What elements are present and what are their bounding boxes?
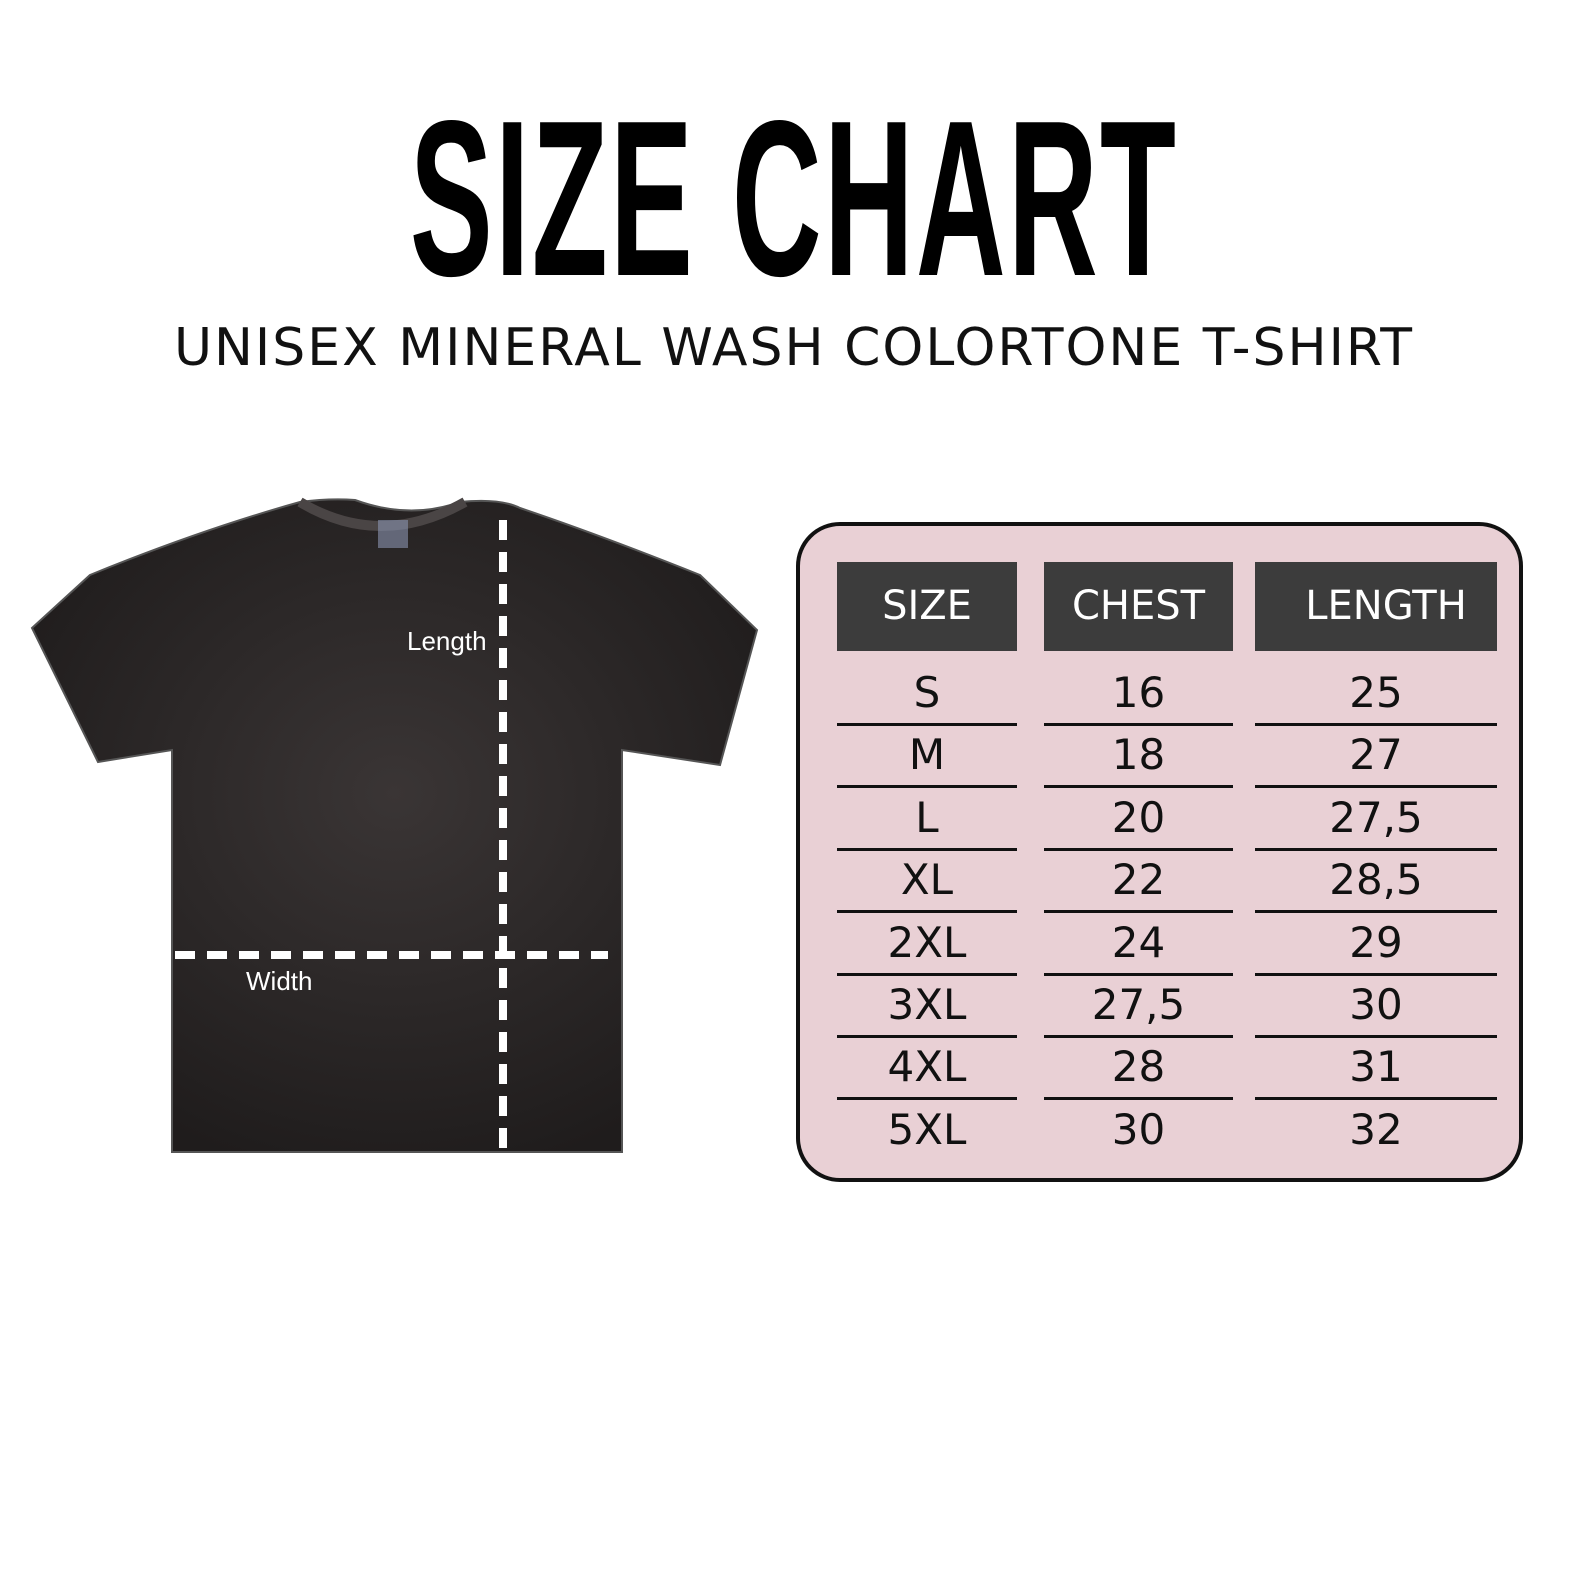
cell-length: 28,5	[1329, 855, 1423, 905]
cell-length: 25	[1349, 668, 1403, 717]
cell-size: 4XL	[887, 1042, 967, 1092]
length-label: Length	[407, 626, 487, 656]
row-divider	[1255, 910, 1497, 914]
cell-size: 3XL	[887, 980, 967, 1029]
row-divider	[1255, 1097, 1497, 1101]
cell-chest: 16	[1111, 668, 1166, 717]
row-divider	[1255, 785, 1497, 789]
cell-chest: 22	[1111, 855, 1166, 905]
cell-chest: 24	[1111, 917, 1166, 967]
header-length: LENGTH	[1255, 562, 1497, 651]
row-divider	[837, 1097, 1017, 1101]
cell-length: 29	[1349, 917, 1403, 967]
row-divider	[1044, 1035, 1233, 1038]
cell-size: XL	[900, 855, 954, 905]
row-divider	[1044, 972, 1233, 976]
width-label: Width	[246, 966, 313, 996]
row-divider	[1044, 847, 1233, 851]
row-divider	[837, 785, 1017, 789]
page-subtitle: UNISEX MINERAL WASH COLORTONE T-SHIRT	[173, 318, 1415, 378]
row-divider	[1255, 1035, 1497, 1038]
row-divider	[1044, 910, 1233, 914]
page-title: SIZE CHART	[409, 75, 1179, 323]
tshirt-image	[30, 497, 759, 1153]
cell-size: 2XL	[887, 917, 967, 967]
cell-chest: 28	[1111, 1042, 1166, 1092]
tshirt-body	[30, 498, 759, 1153]
row-divider	[837, 723, 1017, 726]
cell-size: M	[908, 730, 946, 780]
cell-length: 31	[1349, 1042, 1403, 1092]
cell-size: L	[915, 792, 939, 842]
cell-length: 27	[1349, 730, 1403, 780]
row-divider	[1044, 723, 1233, 726]
cell-chest: 27,5	[1091, 980, 1186, 1029]
cell-size: 5XL	[887, 1104, 967, 1154]
row-divider	[837, 1035, 1017, 1038]
cell-chest: 20	[1111, 792, 1166, 842]
row-divider	[1255, 847, 1497, 851]
cell-size: S	[913, 668, 941, 717]
row-divider	[1044, 785, 1233, 789]
header-chest: CHEST	[1044, 562, 1233, 651]
cell-length: 30	[1349, 980, 1403, 1029]
header-size: SIZE	[837, 562, 1017, 651]
row-divider	[837, 910, 1017, 914]
tshirt-tag	[378, 520, 408, 548]
cell-chest: 30	[1111, 1104, 1166, 1154]
row-divider	[837, 847, 1017, 851]
row-divider	[1044, 1097, 1233, 1101]
size-table: SIZE CHEST LENGTH S 16 25 M 18 27 L 20 27,5 XL 22 2…	[796, 522, 1523, 1182]
cell-chest: 18	[1111, 730, 1166, 780]
cell-length: 32	[1349, 1104, 1403, 1154]
row-divider	[837, 972, 1017, 976]
row-divider	[1255, 972, 1497, 976]
row-divider	[1255, 723, 1497, 726]
cell-length: 27,5	[1329, 792, 1423, 842]
